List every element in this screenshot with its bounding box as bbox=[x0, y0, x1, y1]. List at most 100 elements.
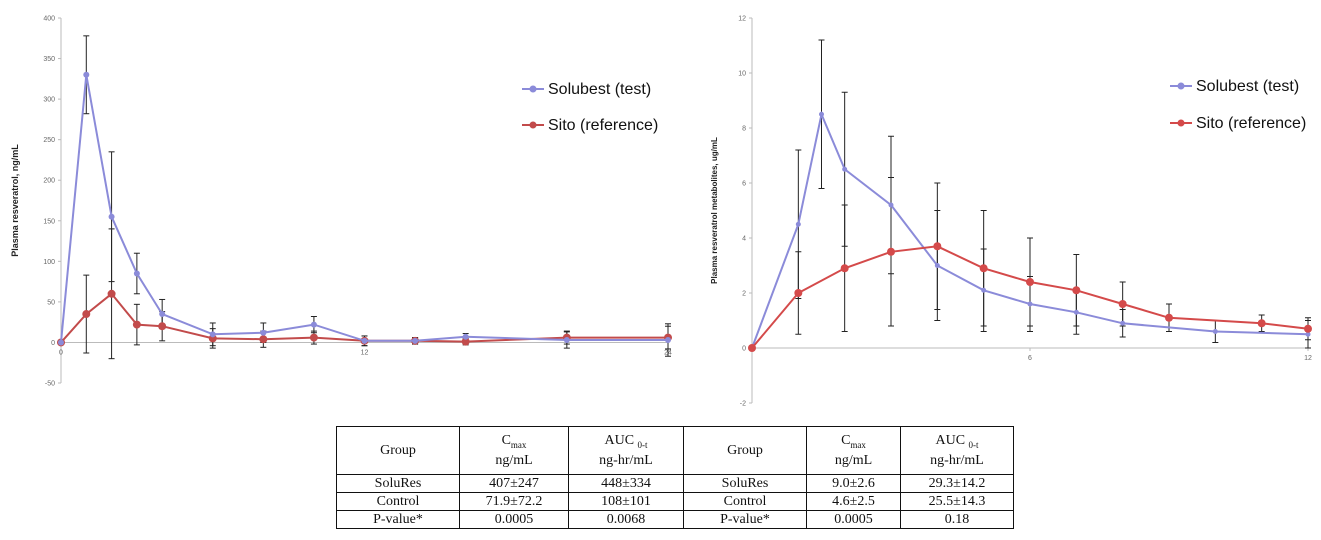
data-point-sito-reference bbox=[1165, 313, 1173, 322]
y-tick-label: 12 bbox=[738, 16, 746, 23]
data-point-solubest-test bbox=[361, 337, 368, 344]
legend-label-sito-reference: Sito (reference) bbox=[1196, 115, 1306, 132]
data-point-sito-reference bbox=[132, 320, 141, 329]
data-point-solubest-test bbox=[795, 221, 801, 227]
series-line-sito-reference bbox=[60, 292, 668, 344]
table-cell: SoluRes bbox=[683, 474, 807, 493]
header-label: AUC bbox=[604, 433, 635, 449]
data-point-sito-reference bbox=[1072, 286, 1081, 295]
legend-label-solubest-test: Solubest (test) bbox=[548, 81, 651, 98]
data-point-solubest-test bbox=[310, 321, 317, 328]
data-point-solubest-test bbox=[934, 263, 940, 268]
series-line-solubest-test bbox=[751, 110, 1309, 349]
header-group-left: Group bbox=[336, 426, 460, 475]
x-tick-label: 0 bbox=[59, 349, 63, 356]
header-label: Group bbox=[380, 443, 416, 458]
y-tick-label: 50 bbox=[47, 299, 55, 306]
y-tick-label: -2 bbox=[740, 401, 746, 408]
series-line-sito-reference bbox=[751, 245, 1309, 349]
data-point-sito-reference bbox=[887, 247, 895, 256]
table-row: SoluRes 407±247 448±334 SoluRes 9.0±2.6 … bbox=[336, 474, 1014, 493]
legend-marker-solubest-test bbox=[529, 85, 537, 93]
table-cell: 0.0005 bbox=[459, 510, 569, 529]
data-point-sito-reference bbox=[82, 310, 91, 319]
data-point-solubest-test bbox=[462, 333, 469, 340]
data-point-solubest-test bbox=[1120, 320, 1126, 326]
header-unit: ng/mL bbox=[495, 452, 533, 468]
data-point-sito-reference bbox=[158, 322, 167, 331]
data-point-sito-reference bbox=[1304, 324, 1312, 333]
header-subscript: max bbox=[510, 439, 527, 450]
series-line-solubest-test bbox=[60, 74, 668, 343]
header-unit: ng-hr/mL bbox=[930, 452, 984, 468]
data-point-sito-reference bbox=[748, 344, 756, 352]
x-tick-label: 12 bbox=[1304, 355, 1312, 362]
table-row: P-value* 0.0005 0.0068 P-value* 0.0005 0… bbox=[336, 510, 1014, 529]
data-point-solubest-test bbox=[888, 202, 894, 208]
data-point-sito-reference bbox=[1118, 300, 1127, 308]
data-point-sito-reference bbox=[259, 335, 268, 344]
table-header-row: Group Cmax ng/mL AUC 0-t ng-hr/mL Group … bbox=[336, 426, 1014, 475]
header-subscript: 0-t bbox=[637, 439, 648, 450]
table-cell: Control bbox=[683, 492, 807, 511]
data-point-solubest-test bbox=[842, 166, 848, 172]
table-cell: SoluRes bbox=[336, 474, 460, 493]
legend-marker-solubest-test bbox=[1177, 82, 1185, 90]
header-label: C bbox=[501, 433, 511, 449]
header-label: AUC bbox=[935, 433, 966, 449]
data-point-solubest-test bbox=[412, 337, 419, 344]
table-cell: 71.9±72.2 bbox=[459, 492, 569, 511]
data-point-sito-reference bbox=[933, 242, 942, 251]
data-point-solubest-test bbox=[563, 337, 570, 344]
data-point-sito-reference bbox=[309, 333, 318, 342]
data-point-sito-reference bbox=[461, 337, 470, 346]
y-tick-label: 250 bbox=[43, 137, 55, 144]
header-cmax-left: Cmax ng/mL bbox=[459, 426, 569, 475]
data-point-solubest-test bbox=[83, 71, 90, 78]
x-tick-label: 12 bbox=[361, 349, 369, 356]
y-tick-label: 4 bbox=[742, 236, 746, 243]
y-axis-label: Plasma resveratrol metabolites, ug/mL bbox=[710, 137, 719, 284]
data-point-solubest-test bbox=[133, 270, 140, 277]
data-point-solubest-test bbox=[1212, 329, 1218, 334]
header-group-right: Group bbox=[683, 426, 807, 475]
header-cmax-right: Cmax ng/mL bbox=[806, 426, 901, 475]
y-tick-label: 10 bbox=[738, 71, 746, 78]
header-label: C bbox=[841, 433, 851, 449]
data-point-sito-reference bbox=[107, 289, 116, 298]
header-unit: ng/mL bbox=[834, 452, 873, 468]
table-cell: 9.0±2.6 bbox=[806, 474, 901, 493]
y-tick-label: 150 bbox=[43, 218, 55, 225]
legend-marker-sito-reference bbox=[529, 121, 537, 129]
table-cell: P-value* bbox=[336, 510, 460, 529]
y-tick-label: 2 bbox=[742, 291, 746, 298]
header-subscript: max bbox=[850, 439, 866, 450]
data-point-solubest-test bbox=[108, 213, 115, 220]
legend-label-solubest-test: Solubest (test) bbox=[1196, 78, 1299, 95]
table-cell: 29.3±14.2 bbox=[900, 474, 1014, 493]
data-point-solubest-test bbox=[1073, 309, 1079, 315]
data-point-sito-reference bbox=[979, 264, 988, 273]
data-point-solubest-test bbox=[260, 329, 267, 336]
header-subscript: 0-t bbox=[968, 439, 979, 450]
table-cell: 0.0068 bbox=[568, 510, 684, 529]
data-point-solubest-test bbox=[819, 111, 824, 117]
table-cell: P-value* bbox=[683, 510, 807, 529]
data-point-solubest-test bbox=[981, 287, 987, 293]
y-tick-label: 200 bbox=[43, 178, 55, 185]
table-row: Control 71.9±72.2 108±101 Control 4.6±2.… bbox=[336, 492, 1014, 511]
y-tick-label: 0 bbox=[742, 346, 746, 353]
table-cell: 108±101 bbox=[568, 492, 684, 511]
header-unit: ng-hr/mL bbox=[599, 452, 653, 468]
data-point-solubest-test bbox=[209, 331, 216, 338]
table-cell: 448±334 bbox=[568, 474, 684, 493]
data-point-solubest-test bbox=[1027, 301, 1033, 307]
data-point-solubest-test bbox=[159, 311, 166, 318]
y-tick-label: -50 bbox=[45, 381, 55, 388]
legend-marker-sito-reference bbox=[1177, 119, 1185, 127]
table-cell: 407±247 bbox=[459, 474, 569, 493]
header-auc-left: AUC 0-t ng-hr/mL bbox=[568, 426, 684, 475]
pk-results-table: Group Cmax ng/mL AUC 0-t ng-hr/mL Group … bbox=[336, 426, 1014, 529]
data-point-solubest-test bbox=[1305, 331, 1311, 337]
